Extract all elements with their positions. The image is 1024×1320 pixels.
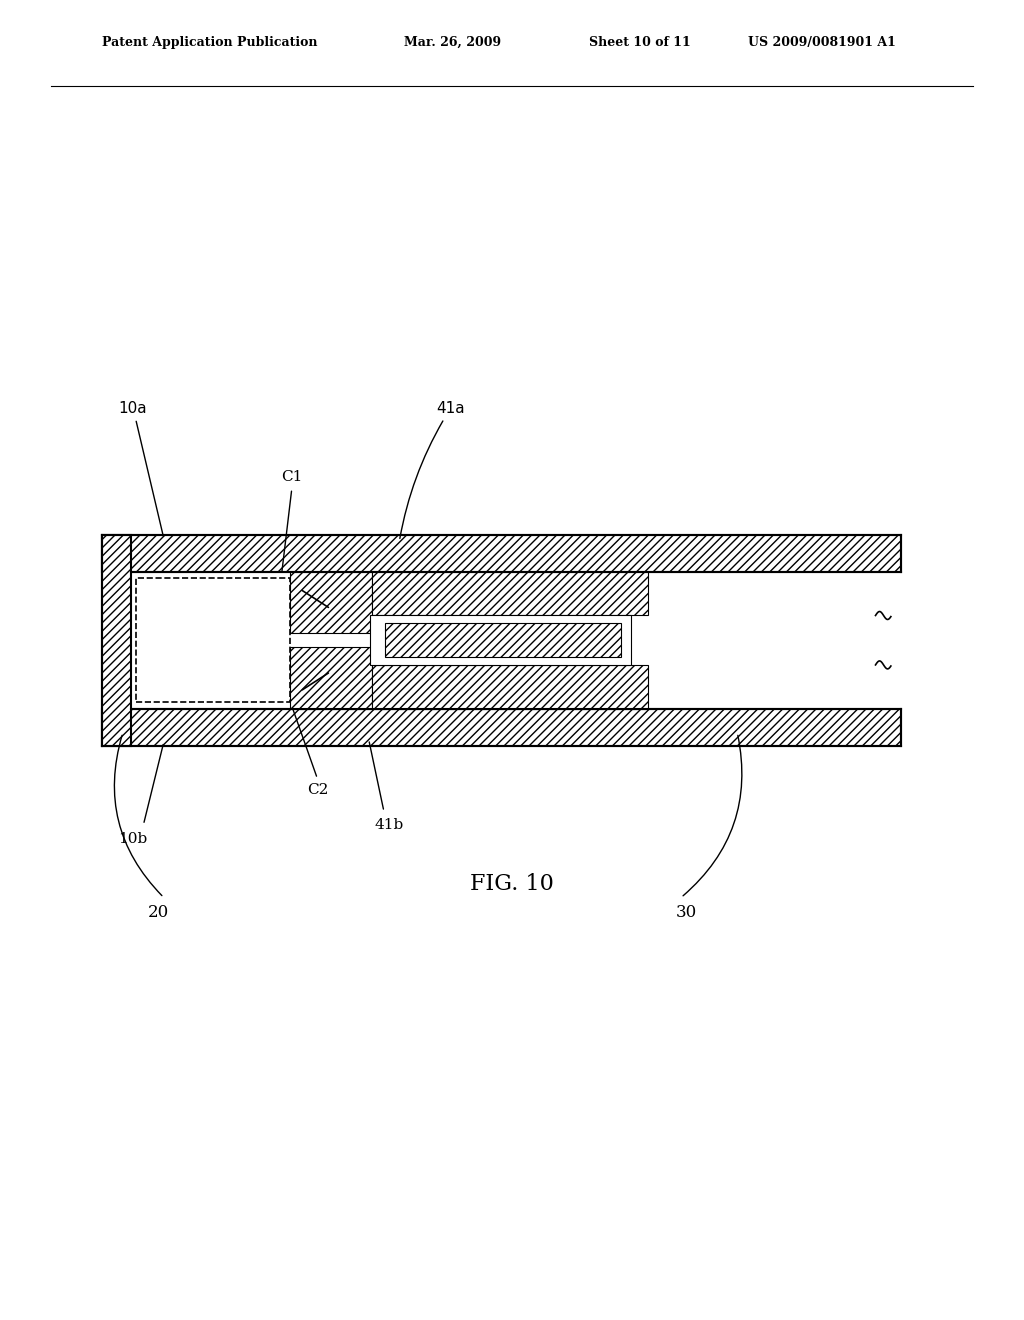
Bar xyxy=(102,535,901,572)
Bar xyxy=(136,578,290,702)
Text: 41b: 41b xyxy=(375,818,403,833)
Text: 10a: 10a xyxy=(119,401,163,536)
Text: 20: 20 xyxy=(148,904,169,921)
Text: Patent Application Publication: Patent Application Publication xyxy=(102,36,317,49)
Text: C1: C1 xyxy=(282,470,302,484)
Text: 30: 30 xyxy=(676,904,696,921)
Bar xyxy=(290,647,372,709)
Text: 10b: 10b xyxy=(119,832,147,846)
Bar xyxy=(102,535,131,746)
Text: Mar. 26, 2009: Mar. 26, 2009 xyxy=(404,36,502,49)
Bar xyxy=(370,615,631,665)
Bar xyxy=(372,572,648,615)
Bar xyxy=(131,572,891,709)
Bar xyxy=(102,709,901,746)
Bar xyxy=(385,623,621,657)
Bar xyxy=(372,665,648,709)
Text: Sheet 10 of 11: Sheet 10 of 11 xyxy=(589,36,690,49)
Text: FIG. 10: FIG. 10 xyxy=(470,874,554,895)
Text: C2: C2 xyxy=(307,783,328,797)
Text: 41a: 41a xyxy=(399,401,465,539)
Text: US 2009/0081901 A1: US 2009/0081901 A1 xyxy=(748,36,895,49)
Bar xyxy=(290,572,372,634)
